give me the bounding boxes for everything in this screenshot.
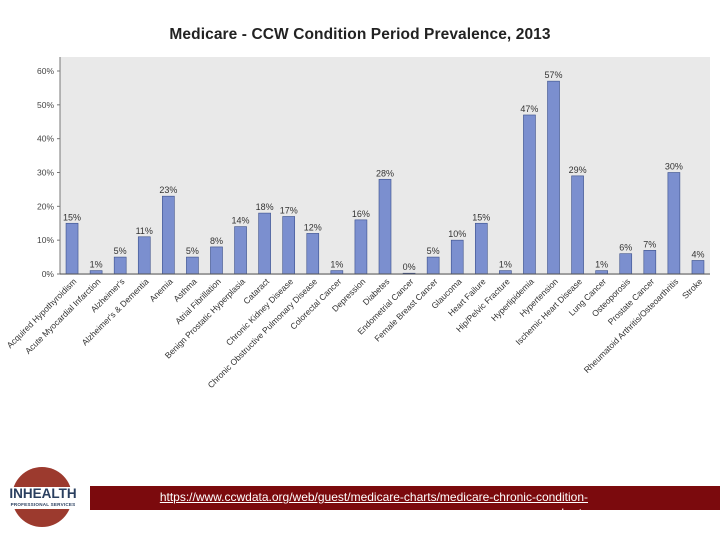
logo-tagline: PROFESSIONAL SERVICES (10, 502, 76, 507)
bar (691, 260, 705, 275)
y-tick-label: 20% (37, 201, 54, 211)
bar (619, 253, 633, 275)
y-tick-label: 60% (37, 66, 54, 76)
bar (186, 256, 199, 275)
bar-value-label: 12% (304, 222, 322, 232)
bar-value-label: 57% (545, 70, 563, 80)
footer-bar (90, 486, 720, 510)
bar (234, 226, 247, 275)
bar (643, 250, 657, 275)
bar (330, 270, 344, 275)
source-link[interactable]: https://www.ccwdata.org/web/guest/medica… (159, 490, 588, 520)
value-labels: 15% 1% 5% 11% 23% 5% 8% 14% 18% 17% 12% 1% 16% 28% 0% 5… (63, 70, 704, 272)
bar (595, 270, 608, 275)
bar-value-label: 5% (114, 246, 127, 256)
bar (426, 256, 440, 275)
bar (547, 80, 560, 275)
bar (162, 195, 175, 275)
bar (137, 236, 151, 275)
bar-value-label: 15% (472, 212, 490, 222)
bar (474, 222, 488, 275)
bar-value-label: 4% (691, 249, 704, 259)
bar-chart: 0% 10% 20% 30% 40% 50% 60% 15% 1% 5% 11% 23% 5% 8% 14… (5, 57, 710, 390)
chart-title: Medicare - CCW Condition Period Prevalen… (169, 26, 551, 43)
bar (210, 246, 223, 275)
logo-name: INHEALTH PROFESSIONAL SERVICES (0, 487, 86, 509)
bar-value-label: 6% (619, 243, 632, 253)
bar (282, 216, 296, 275)
bar-value-label: 1% (499, 260, 512, 270)
bar-value-label: 10% (448, 229, 466, 239)
bar-value-label: 17% (280, 205, 298, 215)
bar-value-label: 1% (90, 260, 103, 270)
bar-value-label: 30% (665, 162, 683, 172)
y-tick-label: 0% (42, 269, 55, 279)
bar-value-label: 14% (232, 216, 250, 226)
logo-name-text: INHEALTH (9, 486, 77, 501)
bar-value-label: 8% (210, 236, 223, 246)
bar-value-label: 15% (63, 212, 81, 222)
bar (65, 222, 79, 275)
company-logo: INHEALTH PROFESSIONAL SERVICES (0, 462, 90, 532)
bar-value-label: 16% (352, 209, 370, 219)
y-tick-label: 10% (37, 235, 54, 245)
bar (499, 270, 512, 275)
bar (378, 178, 392, 275)
bar (354, 219, 368, 275)
bar-value-label: 18% (256, 202, 274, 212)
bar (113, 256, 127, 275)
bar-value-label: 5% (427, 246, 440, 256)
bar-value-label: 1% (595, 260, 608, 270)
x-tick-label: Anemia (147, 276, 175, 304)
bar-value-label: 0% (403, 262, 416, 272)
bar-value-label: 47% (520, 104, 538, 114)
y-tick-label: 30% (37, 168, 54, 178)
bar (89, 270, 103, 275)
y-axis: 0% 10% 20% 30% 40% 50% 60% (37, 57, 61, 279)
bar-value-label: 29% (569, 165, 587, 175)
bar (523, 114, 536, 275)
bar (571, 175, 584, 275)
bar-value-label: 5% (186, 246, 199, 256)
bar (306, 233, 320, 275)
y-tick-label: 50% (37, 100, 54, 110)
bar (667, 172, 681, 275)
bar-value-label: 7% (643, 239, 656, 249)
bar-value-label: 11% (136, 226, 153, 236)
bar (450, 239, 464, 275)
bar-value-label: 28% (376, 168, 394, 178)
bar (258, 212, 271, 275)
bar-value-label: 23% (159, 185, 177, 195)
y-tick-label: 40% (37, 134, 54, 144)
x-tick-label: Stroke (680, 276, 705, 301)
bars (65, 80, 705, 275)
bar-value-label: 1% (330, 260, 343, 270)
